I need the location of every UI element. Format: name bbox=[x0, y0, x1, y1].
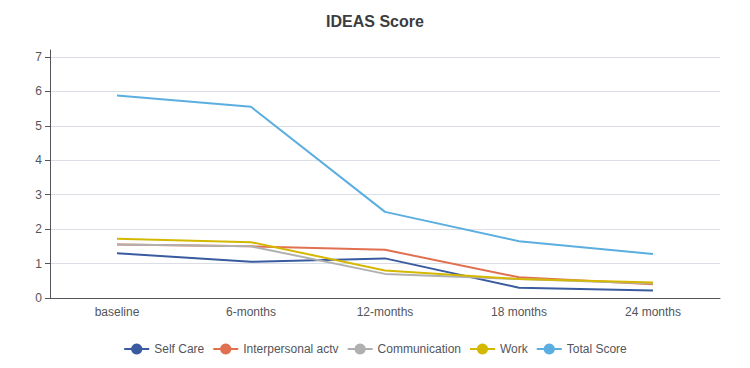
svg-text:12-months: 12-months bbox=[357, 305, 414, 319]
svg-text:0: 0 bbox=[35, 291, 42, 305]
svg-text:Total Score: Total Score bbox=[567, 342, 627, 356]
svg-text:5: 5 bbox=[35, 119, 42, 133]
svg-text:1: 1 bbox=[35, 257, 42, 271]
svg-text:3: 3 bbox=[35, 188, 42, 202]
svg-text:7: 7 bbox=[35, 50, 42, 64]
svg-text:IDEAS Score: IDEAS Score bbox=[326, 13, 424, 30]
svg-text:Work: Work bbox=[500, 342, 529, 356]
svg-text:Self Care: Self Care bbox=[154, 342, 204, 356]
svg-text:baseline: baseline bbox=[95, 305, 140, 319]
svg-text:4: 4 bbox=[35, 153, 42, 167]
svg-text:6-months: 6-months bbox=[226, 305, 276, 319]
svg-text:18 months: 18 months bbox=[491, 305, 547, 319]
svg-text:Interpersonal actv: Interpersonal actv bbox=[243, 342, 338, 356]
svg-text:2: 2 bbox=[35, 222, 42, 236]
svg-text:Communication: Communication bbox=[378, 342, 461, 356]
svg-text:6: 6 bbox=[35, 84, 42, 98]
svg-text:24 months: 24 months bbox=[625, 305, 681, 319]
